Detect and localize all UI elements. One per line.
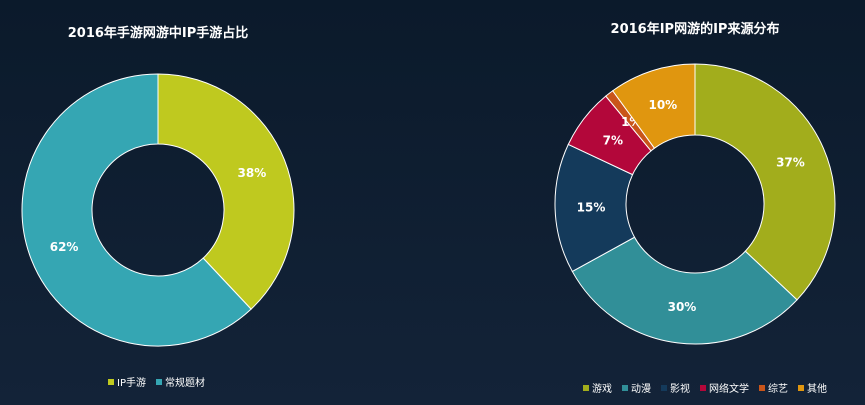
chart2-legend-swatch-4 — [759, 384, 765, 391]
chart2-legend-label-2: 影视 — [670, 384, 690, 395]
chart2-legend-label-4: 综艺 — [768, 384, 788, 395]
chart2-slices: 37%30%15%7%1%10% — [554, 63, 836, 345]
chart2-data-label-3: 7% — [603, 133, 623, 147]
chart1-slice-1 — [21, 73, 252, 347]
chart2-legend-item-3: 网络文学 — [700, 380, 749, 395]
chart1-legend-label-0: IP手游 — [117, 378, 146, 389]
chart1-slice-0 — [157, 73, 295, 310]
chart2-legend-item-2: 影视 — [661, 380, 690, 395]
chart2-slice-1 — [571, 236, 798, 345]
chart2-slice-5 — [612, 63, 696, 149]
chart1-data-label-0: 38% — [238, 166, 267, 180]
chart2-legend-item-4: 综艺 — [759, 380, 788, 395]
chart2-legend-label-3: 网络文学 — [709, 384, 749, 395]
chart1-legend-item-0: IP手游 — [108, 374, 146, 389]
chart2-legend-swatch-2 — [661, 384, 667, 391]
chart1-legend-label-1: 常规题材 — [164, 378, 205, 389]
chart2-legend-label-5: 其他 — [807, 384, 827, 395]
chart2-legend-swatch-5 — [798, 384, 804, 391]
chart1-legend-swatch-1 — [155, 378, 162, 385]
chart1-slices: 38% 62% — [21, 73, 295, 347]
chart2-legend-swatch-3 — [700, 384, 706, 391]
chart2-legend-item-1: 动漫 — [622, 380, 651, 395]
chart2-title: 2016年IP网游的IP来源分布 — [610, 22, 780, 37]
chart2-data-label-5: 10% — [648, 98, 677, 112]
chart2-legend: 游戏 动漫 影视 网络文学 综艺 其他 — [583, 380, 827, 395]
chart1-legend: IP手游 常规题材 — [108, 374, 205, 389]
chart2-legend-item-0: 游戏 — [583, 380, 612, 395]
chart2-legend-label-0: 游戏 — [592, 384, 612, 395]
chart2-slice-0 — [694, 63, 836, 301]
chart1-title: 2016年手游网游中IP手游占比 — [67, 26, 249, 41]
chart1-legend-item-1: 常规题材 — [155, 374, 205, 389]
chart2-legend-item-5: 其他 — [798, 380, 827, 395]
chart1-data-label-1: 62% — [50, 240, 79, 254]
chart1-legend-swatch-0 — [108, 378, 114, 385]
chart2-data-label-1: 30% — [668, 300, 697, 314]
chart2-legend-label-1: 动漫 — [631, 384, 651, 395]
chart2-legend-swatch-1 — [622, 384, 628, 391]
chart2-data-label-0: 37% — [776, 156, 805, 170]
chart2-legend-swatch-0 — [583, 384, 589, 391]
chart2-data-label-2: 15% — [577, 200, 606, 214]
